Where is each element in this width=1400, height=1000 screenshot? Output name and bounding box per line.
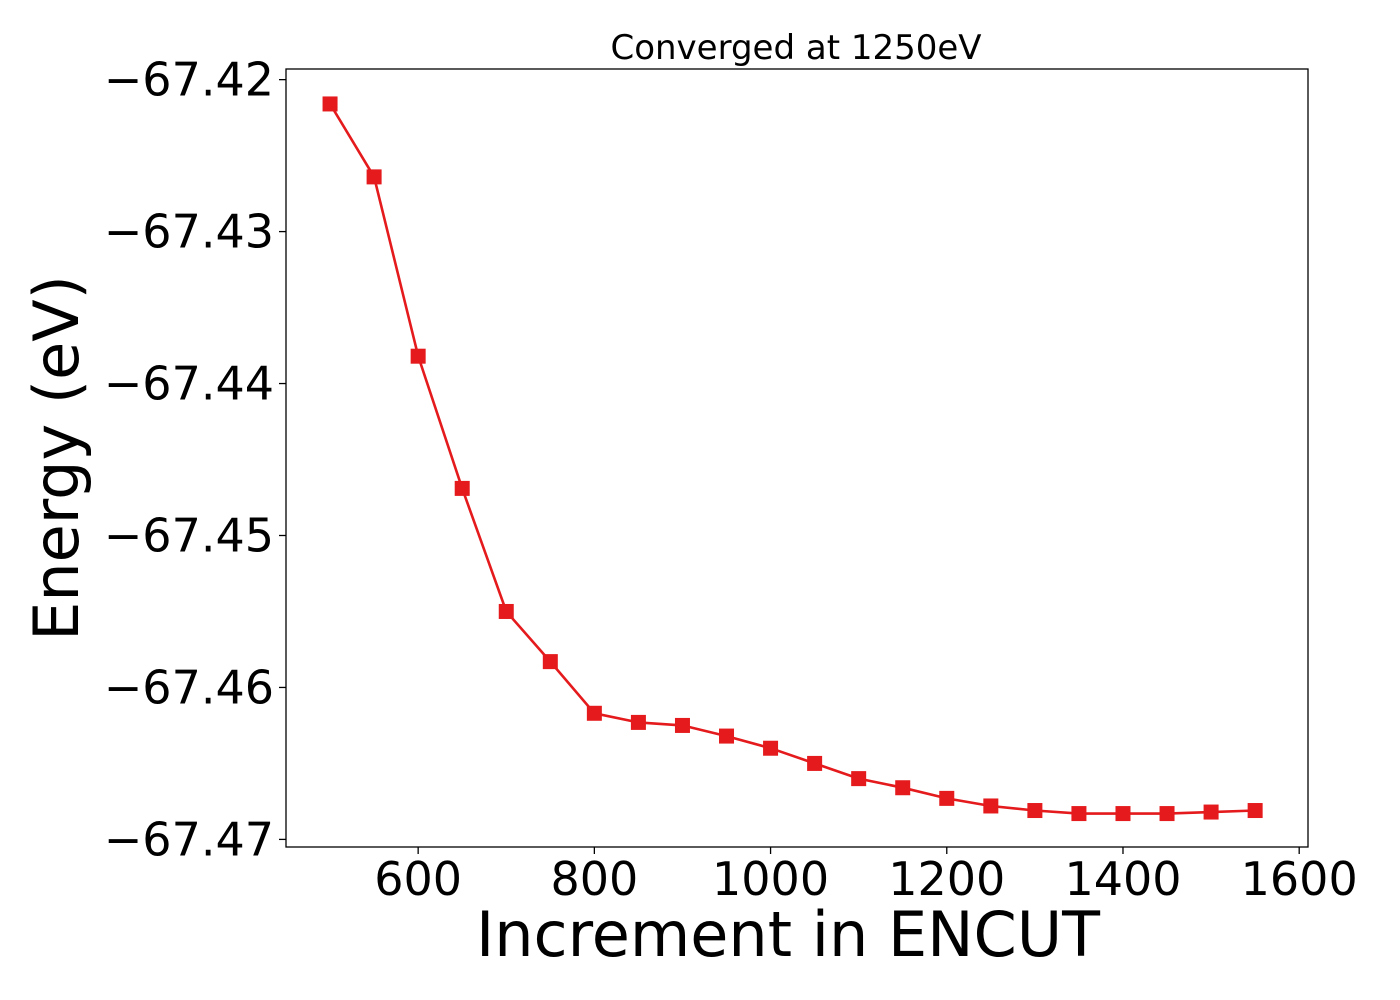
data-point [1159,806,1175,822]
series-layer [322,96,1263,822]
x-tick-label: 1600 [1241,852,1358,906]
y-tick-label: −67.44 [104,357,274,411]
data-point [454,480,470,496]
x-tick-label: 1400 [1064,852,1181,906]
data-point [542,654,558,670]
data-point [1027,803,1043,819]
data-point [763,740,779,756]
chart-title: Converged at 1250eV [610,28,981,68]
data-point [498,603,514,619]
series-line [328,103,1256,815]
y-tick-label: −67.46 [104,660,274,714]
y-tick-label: −67.45 [104,508,274,562]
data-point [674,717,690,733]
y-tick-label: −67.47 [104,812,274,866]
data-point [719,728,735,744]
data-point [983,798,999,814]
data-point [851,771,867,787]
x-axis-label: Increment in ENCUT [476,898,1101,971]
data-point [939,790,955,806]
y-tick-label: −67.42 [104,53,274,107]
data-point [410,348,426,364]
data-point [586,705,602,721]
data-point [630,714,646,730]
x-tick-label: 1000 [712,852,829,906]
data-point [366,169,382,185]
data-point [322,96,338,112]
x-tick-label: 600 [374,852,462,906]
data-point [1071,806,1087,822]
plot-frame [285,68,1309,848]
y-axis-label: Energy (eV) [20,275,93,641]
data-point [895,780,911,796]
ticks: 600 800 1000 1200 1400 1600 −67.42 −67.43 −67.44… [104,53,1358,906]
data-point [1247,803,1263,819]
data-point [1115,806,1131,822]
data-point [1203,804,1219,820]
y-tick-label: −67.43 [104,205,274,259]
data-point [807,755,823,771]
x-tick-label: 1200 [888,852,1005,906]
x-tick-label: 800 [550,852,638,906]
